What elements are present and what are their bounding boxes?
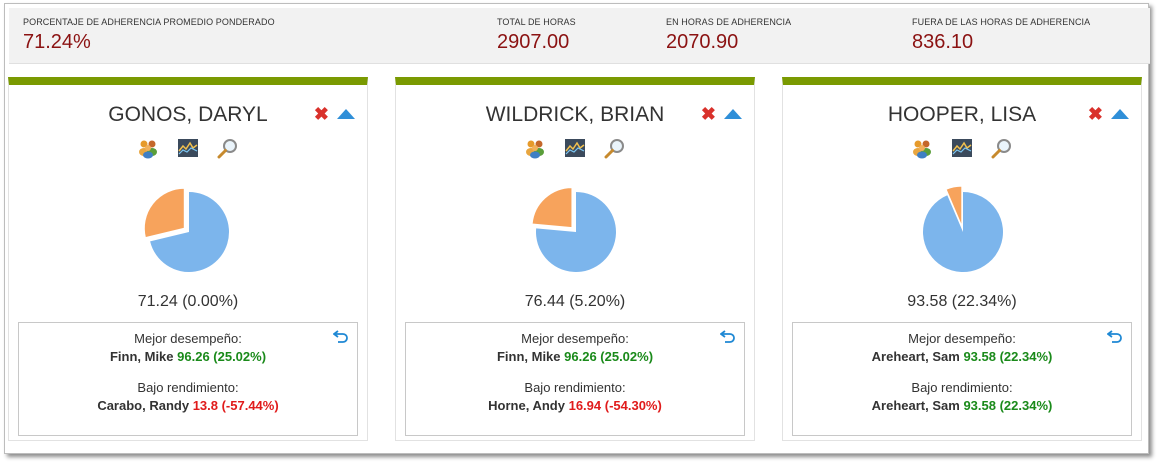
best-performer: Areheart, Sam 93.58 (22.34%)	[793, 349, 1131, 364]
low-performer-name: Horne, Andy	[488, 398, 565, 413]
best-performer-name: Finn, Mike	[496, 349, 561, 364]
low-performer: Areheart, Sam 93.58 (22.34%)	[793, 398, 1131, 413]
low-performer: Carabo, Randy 13.8 (-57.44%)	[19, 398, 357, 413]
adherence-score: 76.44 (5.20%)	[524, 293, 626, 310]
undo-icon[interactable]	[1107, 329, 1123, 343]
agent-name: HOOPER, LISA	[887, 103, 1037, 126]
out-hours-metric: FUERA DE LAS HORAS DE ADHERENCIA 836.10	[912, 17, 1090, 54]
low-performer-name: Carabo, Randy	[97, 398, 190, 413]
card-toolbar	[9, 137, 367, 159]
weighted-avg-value: 71.24%	[23, 31, 91, 53]
non-adherence-slice	[143, 187, 185, 239]
adherence-slice	[923, 192, 1004, 272]
best-performer-label: Mejor desempeño:	[908, 331, 1016, 346]
out-hours-label: FUERA DE LAS HORAS DE ADHERENCIA	[912, 17, 1091, 27]
performance-box: Mejor desempeño: Areheart, Sam 93.58 (22…	[792, 322, 1132, 436]
weighted-avg-metric: PORCENTAJE DE ADHERENCIA PROMEDIO PONDER…	[23, 17, 275, 54]
agent-name: WILDRICK, BRIAN	[485, 103, 665, 126]
best-performer-value: 96.26 (25.02%)	[177, 349, 267, 364]
agent-card: GONOS, DARYL ✖ 71.24 (0.0	[8, 77, 368, 441]
performance-box: Mejor desempeño: Finn, Mike 96.26 (25.02…	[405, 322, 745, 436]
low-performer-label: Bajo rendimiento:	[137, 380, 239, 395]
close-icon[interactable]: ✖	[700, 104, 716, 124]
magnifier-icon[interactable]	[217, 137, 239, 159]
best-performer-name: Areheart, Sam	[871, 349, 960, 364]
collapse-up-icon[interactable]	[1111, 109, 1129, 119]
in-hours-metric: EN HORAS DE ADHERENCIA 2070.90	[666, 17, 791, 54]
weighted-avg-label: PORCENTAJE DE ADHERENCIA PROMEDIO PONDER…	[23, 17, 275, 27]
agent-card: HOOPER, LISA ✖ 93.58 (22.	[782, 77, 1142, 441]
agent-card: WILDRICK, BRIAN ✖ 76.44 (	[395, 77, 755, 441]
best-performer-name: Finn, Mike	[109, 349, 174, 364]
card-actions: ✖	[1087, 104, 1129, 124]
adherence-slice	[535, 192, 616, 272]
out-hours-value: 836.10	[912, 31, 974, 53]
low-performer-value: 93.58 (22.34%)	[963, 398, 1053, 413]
adherence-pie	[531, 187, 616, 272]
non-adherence-slice	[531, 187, 573, 229]
magnifier-icon[interactable]	[991, 137, 1013, 159]
card-actions: ✖	[313, 104, 355, 124]
card-actions: ✖	[700, 104, 742, 124]
card-toolbar	[783, 137, 1141, 159]
total-hours-label: TOTAL DE HORAS	[497, 17, 576, 27]
low-performer-value: 16.94 (-54.30%)	[568, 398, 662, 413]
low-performer-label: Bajo rendimiento:	[524, 380, 626, 395]
close-icon[interactable]: ✖	[1087, 104, 1103, 124]
best-performer: Finn, Mike 96.26 (25.02%)	[406, 349, 744, 364]
agent-name: GONOS, DARYL	[108, 103, 268, 126]
trend-chart-icon[interactable]	[564, 137, 586, 159]
summary-bar: PORCENTAJE DE ADHERENCIA PROMEDIO PONDER…	[9, 8, 1150, 64]
in-hours-value: 2070.90	[666, 31, 739, 53]
adherence-slice	[150, 192, 229, 272]
undo-icon[interactable]	[720, 329, 736, 343]
collapse-up-icon[interactable]	[337, 109, 355, 119]
adherence-score: 93.58 (22.34%)	[907, 293, 1017, 310]
best-performer-label: Mejor desempeño:	[521, 331, 629, 346]
adherence-score: 71.24 (0.00%)	[137, 293, 239, 310]
adherence-pie	[923, 185, 1004, 272]
undo-icon[interactable]	[333, 329, 349, 343]
best-performer: Finn, Mike 96.26 (25.02%)	[19, 349, 357, 364]
adherence-pie	[143, 187, 229, 272]
magnifier-icon[interactable]	[604, 137, 626, 159]
team-icon[interactable]	[137, 137, 159, 159]
total-hours-metric: TOTAL DE HORAS 2907.00	[497, 17, 576, 54]
total-hours-value: 2907.00	[497, 31, 570, 53]
in-hours-label: EN HORAS DE ADHERENCIA	[666, 17, 792, 27]
low-performer-name: Areheart, Sam	[871, 398, 960, 413]
best-performer-value: 93.58 (22.34%)	[963, 349, 1053, 364]
team-icon[interactable]	[524, 137, 546, 159]
low-performer-label: Bajo rendimiento:	[911, 380, 1013, 395]
trend-chart-icon[interactable]	[951, 137, 973, 159]
collapse-up-icon[interactable]	[724, 109, 742, 119]
non-adherence-slice	[945, 185, 963, 227]
close-icon[interactable]: ✖	[313, 104, 329, 124]
low-performer-value: 13.8 (-57.44%)	[192, 398, 279, 413]
best-performer-value: 96.26 (25.02%)	[564, 349, 654, 364]
trend-chart-icon[interactable]	[177, 137, 199, 159]
team-icon[interactable]	[911, 137, 933, 159]
low-performer: Horne, Andy 16.94 (-54.30%)	[406, 398, 744, 413]
best-performer-label: Mejor desempeño:	[134, 331, 242, 346]
card-toolbar	[396, 137, 754, 159]
performance-box: Mejor desempeño: Finn, Mike 96.26 (25.02…	[18, 322, 358, 436]
